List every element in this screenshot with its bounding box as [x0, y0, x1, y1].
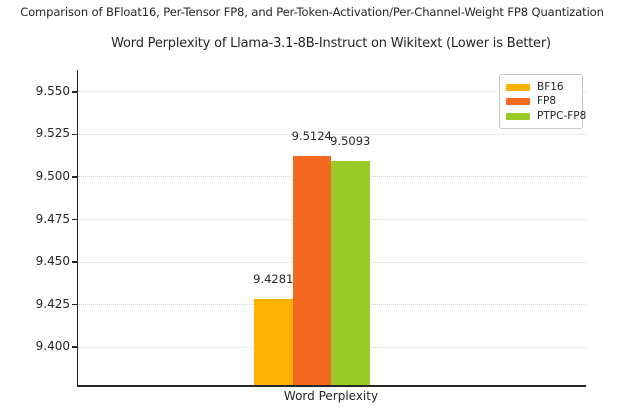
- legend-item-label: PTPC-FP8: [537, 109, 587, 122]
- bar-value-label: 9.5093: [330, 134, 371, 149]
- gridline: [78, 91, 586, 93]
- bar-value-label: 9.4281: [253, 272, 294, 287]
- y-tick-mark: [72, 346, 77, 348]
- legend: BF16 FP8 PTPC-FP8: [499, 74, 586, 129]
- y-tick-label: 9.525: [35, 126, 70, 141]
- y-tick-mark: [72, 91, 77, 93]
- chart-title: Word Perplexity of Llama-3.1-8B-Instruct…: [111, 36, 551, 51]
- legend-item-bf16: BF16: [506, 80, 578, 95]
- y-tick-label: 9.500: [35, 168, 70, 183]
- legend-swatch: [506, 112, 530, 120]
- legend-item-label: BF16: [537, 80, 564, 93]
- bar-ptpc-fp8: [331, 161, 370, 385]
- legend-swatch: [506, 98, 530, 106]
- legend-item-fp8: FP8: [506, 95, 578, 110]
- y-tick-mark: [72, 218, 77, 221]
- legend-swatch: [506, 83, 530, 91]
- y-tick-label: 9.400: [35, 339, 70, 354]
- y-tick-label: 9.550: [35, 83, 70, 98]
- bar-bf16: [254, 299, 293, 385]
- y-tick-mark: [72, 303, 77, 306]
- y-tick-label: 9.425: [35, 296, 70, 311]
- x-tick-label: Word Perplexity: [283, 389, 379, 403]
- y-tick-label: 9.475: [35, 211, 70, 226]
- legend-item-label: FP8: [537, 95, 557, 108]
- legend-item-ptpc-fp8: PTPC-FP8: [506, 109, 586, 124]
- y-tick-mark: [72, 176, 77, 178]
- y-tick-mark: [72, 133, 77, 136]
- y-tick-mark: [72, 261, 77, 263]
- bar-value-label: 9.5124: [291, 128, 332, 143]
- figure-suptitle: Comparison of BFloat16, Per-Tensor FP8, …: [20, 5, 604, 19]
- bar-fp8: [292, 155, 331, 385]
- gridline: [78, 133, 586, 135]
- y-tick-label: 9.450: [35, 254, 70, 269]
- plot-area: 9.4281 9.5124 9.5093: [77, 70, 586, 387]
